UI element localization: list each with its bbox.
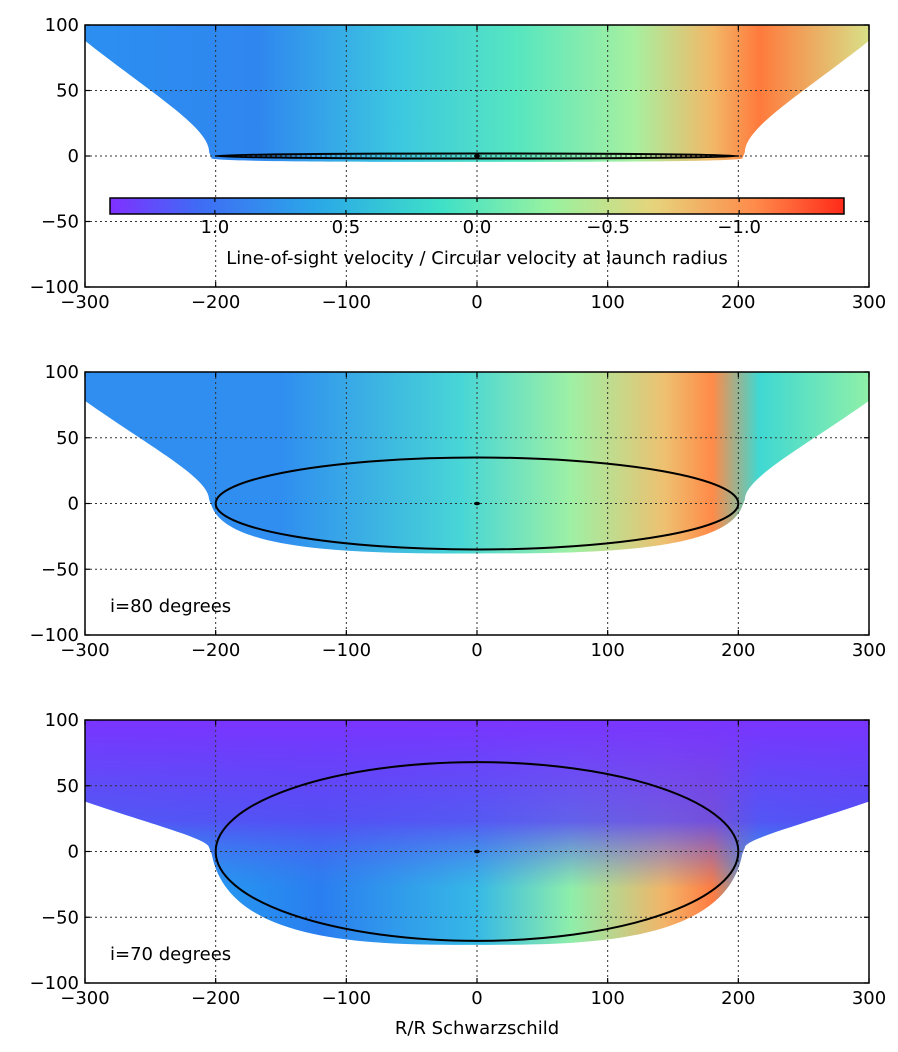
y-tick-label: 0 [68, 146, 79, 167]
x-tick-label: 200 [721, 988, 755, 1009]
x-tick-label: 200 [721, 640, 755, 661]
panel-top: −300 −200 −100 0 100 200 300 −100 −50 0 50 100 [30, 15, 887, 313]
y-tick-label: 100 [45, 362, 79, 383]
launch-ellipse [214, 152, 740, 160]
colorbar-tick-label: −1.0 [717, 217, 761, 238]
panel-middle: −300 −200 −100 0 100 200 300 −100 −50 0 50 100 i=80 … [30, 362, 887, 661]
x-tick-label: −100 [322, 640, 371, 661]
colorbar-tick-label: 1.0 [201, 217, 230, 238]
velocity-field [85, 25, 869, 162]
x-tick-label: 300 [852, 292, 886, 313]
launch-ellipse [214, 456, 740, 551]
x-tick-label: 200 [721, 292, 755, 313]
colorbar-tick-label: 0.5 [332, 217, 361, 238]
x-tick-label: −200 [191, 640, 240, 661]
x-tick-label: 100 [590, 640, 624, 661]
center-marker [474, 154, 480, 158]
colorbar: 1.0 0.5 0.0 −0.5 −1.0 Line-of-sight velocity… [109, 197, 845, 269]
x-tick-label: 300 [852, 640, 886, 661]
y-tick-label: −100 [30, 625, 79, 646]
y-tick-label: −50 [41, 907, 79, 928]
x-tick-label: −300 [60, 988, 109, 1009]
center-marker [474, 849, 480, 854]
y-tick-label: 100 [45, 710, 79, 731]
panel-bottom: −300 −200 −100 0 100 200 300 −100 −50 0 50 100 i=70 … [30, 710, 887, 1009]
y-tick-label: 100 [45, 15, 79, 36]
x-tick-label: 100 [590, 988, 624, 1009]
velocity-field-overlay [85, 720, 869, 945]
x-tick-label: 100 [590, 292, 624, 313]
x-tick-label: 0 [471, 292, 482, 313]
x-tick-label: −200 [191, 988, 240, 1009]
y-tick-label: −100 [30, 277, 79, 298]
x-tick-label: 0 [471, 988, 482, 1009]
inclination-label: i=70 degrees [110, 944, 231, 965]
x-tick-label: 0 [471, 640, 482, 661]
x-tick-label: −300 [60, 640, 109, 661]
y-tick-label: 50 [56, 81, 79, 102]
x-tick-label: −200 [191, 292, 240, 313]
center-marker [474, 501, 480, 506]
launch-ellipse [214, 761, 740, 942]
x-tick-label: −300 [60, 292, 109, 313]
colorbar-tick-label: 0.0 [463, 217, 492, 238]
y-tick-label: 50 [56, 776, 79, 797]
y-tick-label: 0 [68, 842, 79, 863]
inclination-label: i=80 degrees [110, 596, 231, 617]
x-tick-label: −100 [322, 292, 371, 313]
y-tick-label: −100 [30, 973, 79, 994]
y-tick-label: 0 [68, 494, 79, 515]
x-axis-label: R/R Schwarzschild [395, 1018, 559, 1039]
x-tick-label: 300 [852, 988, 886, 1009]
colorbar-label: Line-of-sight velocity / Circular veloci… [226, 248, 727, 269]
x-tick-label: −100 [322, 988, 371, 1009]
y-tick-label: −50 [41, 559, 79, 580]
colorbar-tick-label: −0.5 [586, 217, 630, 238]
y-tick-label: 50 [56, 428, 79, 449]
y-tick-label: −50 [41, 212, 79, 233]
